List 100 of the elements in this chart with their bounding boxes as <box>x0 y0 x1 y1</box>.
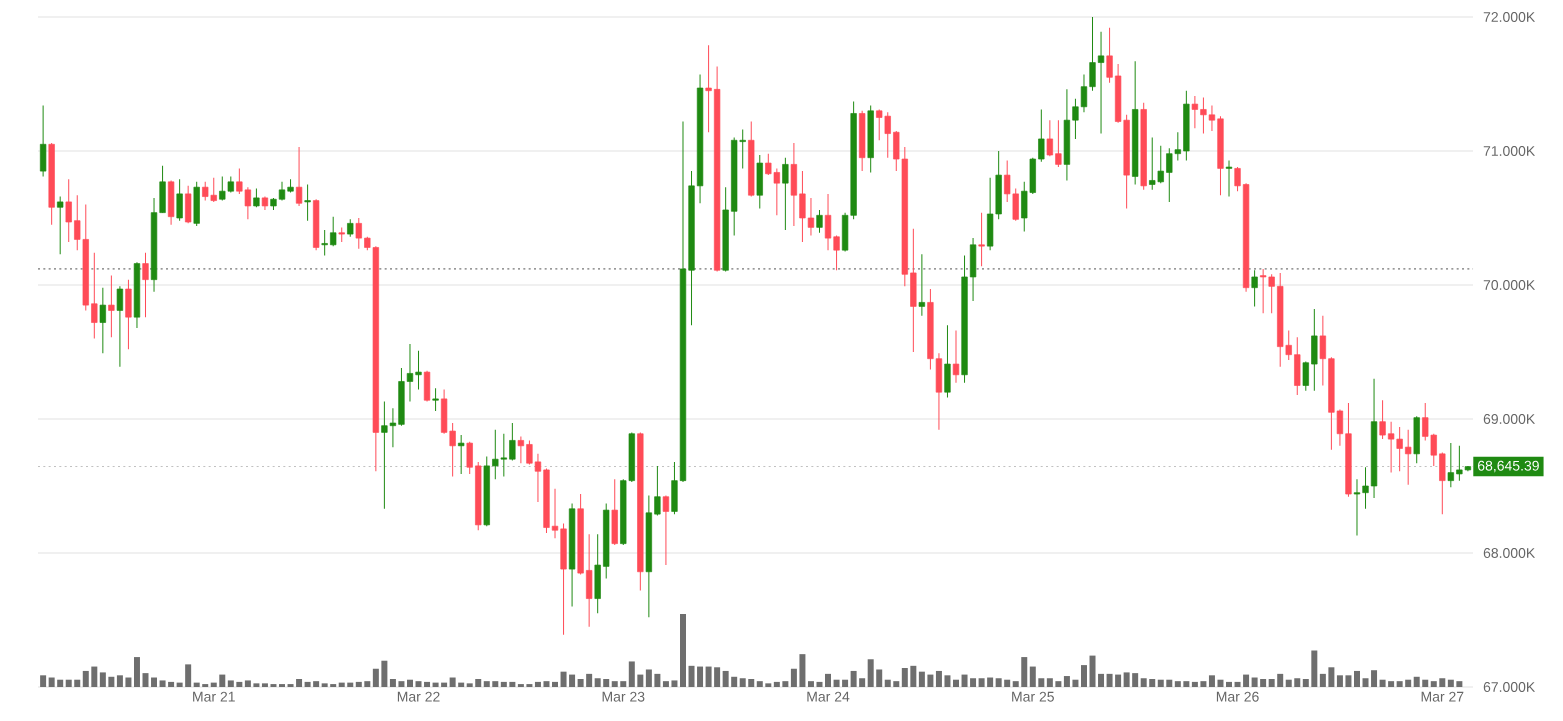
bar <box>441 682 448 687</box>
ref-line-label: 68,645.39 <box>1477 460 1539 473</box>
candlestick <box>1106 27 1113 84</box>
bar <box>944 675 951 687</box>
bar <box>645 669 652 687</box>
bar <box>884 679 891 687</box>
bar <box>1243 674 1250 687</box>
bar <box>748 678 755 687</box>
bar <box>1379 679 1386 687</box>
x-tick-label: Mar 25 <box>1012 691 1054 702</box>
bar <box>995 678 1002 687</box>
bar <box>1089 655 1096 687</box>
bar <box>918 671 925 687</box>
bar <box>1021 657 1028 687</box>
candlestick <box>1080 74 1088 113</box>
bar <box>116 675 123 687</box>
bar <box>1456 681 1463 687</box>
bar <box>1191 681 1198 687</box>
bar <box>40 675 47 687</box>
bar <box>1285 679 1292 687</box>
bar <box>185 664 192 687</box>
bar <box>842 679 849 687</box>
bar <box>628 661 635 687</box>
bar <box>1447 679 1454 687</box>
bar <box>1208 675 1215 687</box>
bar <box>458 682 465 687</box>
candlestick <box>1055 119 1062 168</box>
candlestick <box>406 343 414 403</box>
bar <box>1422 679 1429 687</box>
candlestick <box>517 435 525 464</box>
bar <box>927 674 934 687</box>
candlestick <box>833 234 840 271</box>
bar <box>151 677 158 687</box>
candlestick <box>432 387 439 412</box>
bar <box>833 679 840 687</box>
candlestick <box>662 494 670 566</box>
bar <box>1115 674 1122 687</box>
bar <box>620 681 627 687</box>
bar <box>1106 673 1113 687</box>
bar <box>560 671 567 687</box>
bar <box>662 681 669 687</box>
x-tick-label: Mar 23 <box>602 691 645 702</box>
bar <box>1080 665 1087 687</box>
x-tick-label: Mar 26 <box>1216 691 1259 702</box>
bar <box>99 672 106 687</box>
bar <box>91 666 98 687</box>
bar <box>466 683 473 687</box>
bar <box>330 684 337 687</box>
bar <box>534 681 541 687</box>
candlestick <box>952 330 960 384</box>
bar <box>1072 679 1079 687</box>
bar <box>594 678 601 687</box>
bar <box>1200 681 1207 687</box>
bar <box>1183 681 1190 687</box>
bar <box>773 681 780 687</box>
bar <box>679 614 686 687</box>
bar <box>398 681 405 687</box>
bar <box>364 681 371 687</box>
bar <box>1174 681 1181 687</box>
bar <box>279 684 285 687</box>
candlestick <box>978 212 985 267</box>
bar <box>1353 670 1360 687</box>
candlestick <box>654 465 661 516</box>
bar <box>1302 678 1309 687</box>
bar <box>125 677 132 687</box>
bar <box>432 682 439 687</box>
bar <box>1362 678 1369 687</box>
bar <box>159 680 166 687</box>
bar <box>1217 679 1224 687</box>
candlestick <box>321 229 328 257</box>
bar <box>1336 675 1343 687</box>
y-tick-label: 68.000K <box>1483 548 1536 558</box>
bar <box>1029 666 1036 687</box>
bar <box>389 678 396 687</box>
bar <box>756 681 763 687</box>
bar <box>807 681 814 687</box>
bar <box>850 670 857 687</box>
bar <box>910 665 917 687</box>
bar <box>569 674 576 687</box>
bar <box>1294 678 1301 687</box>
y-tick-label: 69.000K <box>1483 414 1536 424</box>
bar <box>82 670 89 687</box>
bar <box>321 683 328 687</box>
bar <box>1413 676 1420 687</box>
bar <box>1328 667 1335 687</box>
candlestick <box>57 196 64 255</box>
candlestick <box>1362 466 1369 510</box>
bar <box>825 673 832 687</box>
bar <box>859 678 866 687</box>
bar <box>1098 673 1105 687</box>
x-tick-label: Mar 22 <box>397 691 440 702</box>
bar <box>1311 650 1318 687</box>
bar <box>1371 670 1378 687</box>
candlestick <box>116 285 124 368</box>
candlestick <box>142 252 149 318</box>
bar <box>935 670 942 687</box>
bar <box>1388 681 1395 687</box>
bar <box>1166 679 1173 687</box>
bar <box>671 680 678 687</box>
bar <box>688 665 695 687</box>
